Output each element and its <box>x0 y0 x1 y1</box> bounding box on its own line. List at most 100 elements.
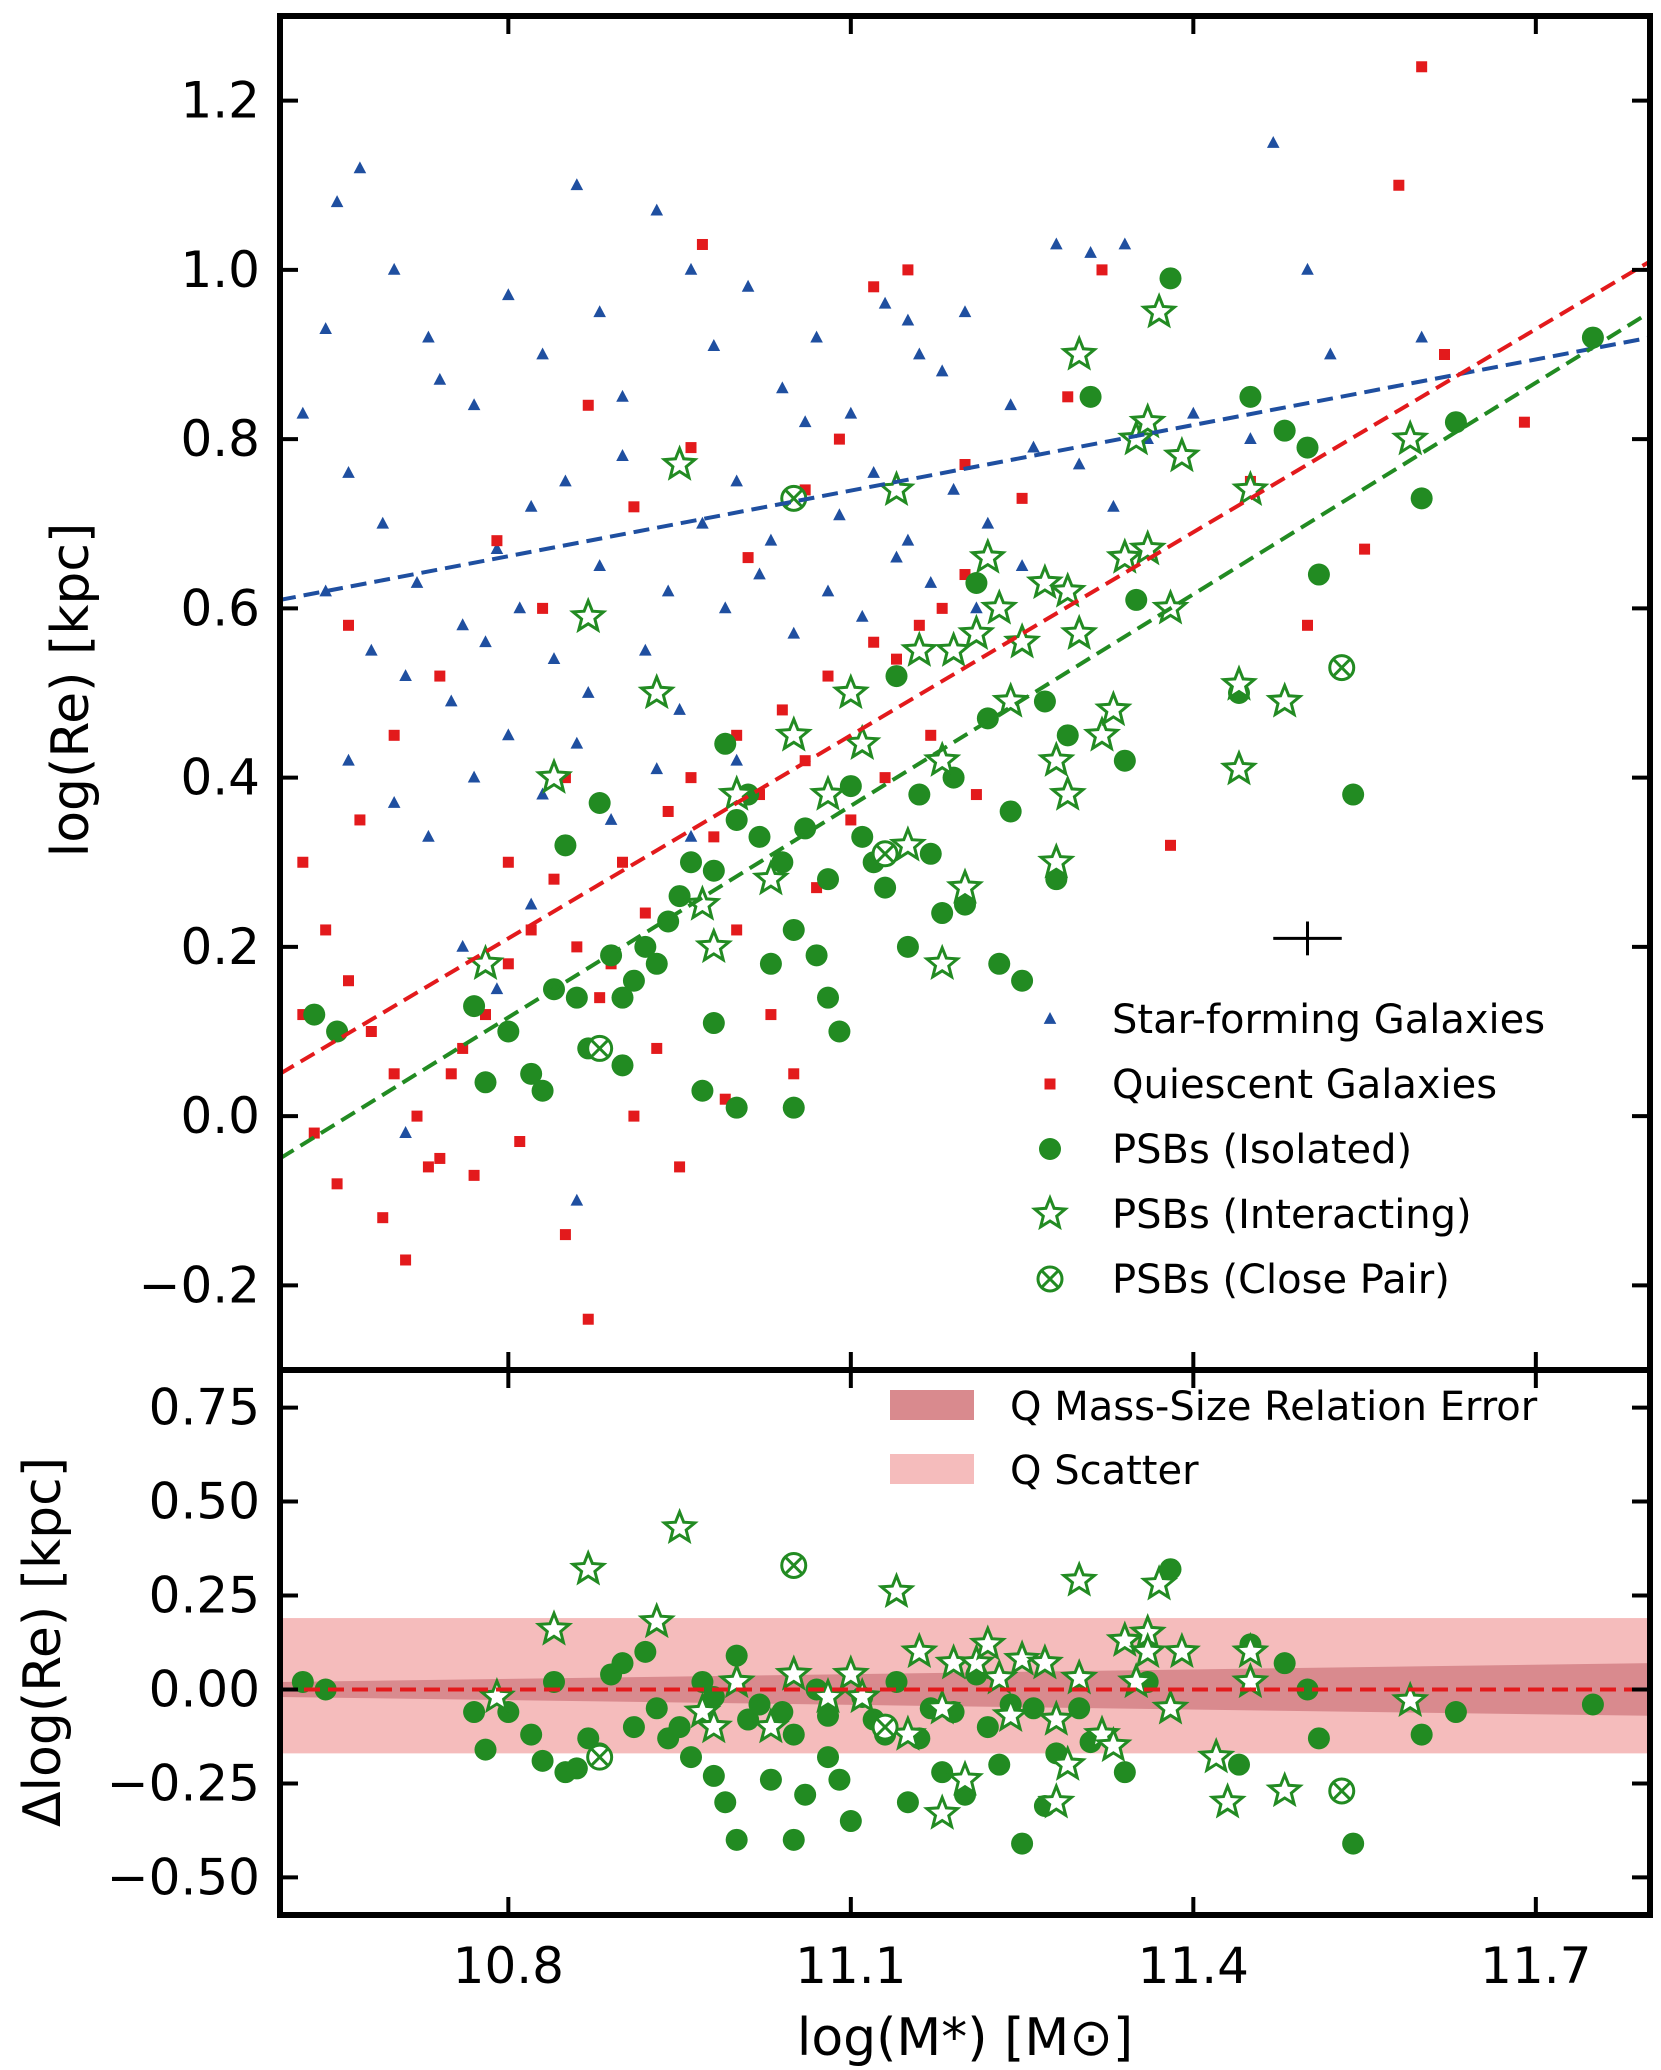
data-point <box>1105 1620 1144 1657</box>
data-point <box>965 571 988 594</box>
data-point <box>586 1743 614 1771</box>
data-point <box>867 465 880 478</box>
data-point <box>1118 237 1132 250</box>
data-point <box>958 305 972 318</box>
data-point <box>466 943 505 980</box>
data-point <box>604 812 618 825</box>
data-point <box>776 704 788 716</box>
data-point <box>731 729 743 741</box>
data-point <box>714 1791 737 1814</box>
data-point <box>343 619 354 631</box>
data-point <box>569 596 608 634</box>
data-point <box>480 1009 491 1021</box>
data-point <box>297 856 309 868</box>
y-tick-label: 0.75 <box>149 1379 260 1437</box>
data-point <box>467 398 481 411</box>
data-point <box>822 670 834 682</box>
data-point <box>586 1034 614 1062</box>
data-point <box>817 1746 839 1769</box>
data-point <box>782 1828 805 1851</box>
top-y-axis-label: log(Re) [kpc] <box>41 523 101 857</box>
y-tick-label: 0.0 <box>180 1087 260 1145</box>
data-point <box>843 723 882 760</box>
data-point <box>694 926 733 964</box>
data-point <box>683 884 722 921</box>
data-point <box>434 670 446 682</box>
data-point <box>331 1178 343 1190</box>
data-point <box>776 381 789 394</box>
data-point <box>923 1793 962 1830</box>
data-point <box>1342 1832 1365 1855</box>
data-point <box>1050 237 1063 250</box>
data-point <box>1128 1631 1167 1669</box>
data-point <box>569 1549 608 1586</box>
data-point <box>991 1695 1030 1732</box>
data-point <box>297 1009 309 1021</box>
data-point <box>1265 681 1304 718</box>
data-point <box>534 1609 574 1646</box>
data-point <box>968 1624 1007 1661</box>
data-point <box>957 613 996 650</box>
data-point <box>945 867 985 904</box>
data-point <box>474 1071 497 1094</box>
data-point <box>1011 969 1034 992</box>
data-point <box>593 559 606 571</box>
data-point <box>548 873 560 885</box>
data-point <box>1105 537 1144 574</box>
data-point <box>399 669 412 681</box>
data-point <box>1096 264 1108 276</box>
data-point <box>751 1707 790 1744</box>
data-point <box>1140 292 1179 329</box>
data-point <box>731 924 743 936</box>
legend-label: PSBs (Interacting) <box>1112 1192 1472 1238</box>
data-point <box>1113 749 1136 772</box>
data-point <box>1159 1558 1182 1581</box>
data-point <box>702 1012 725 1035</box>
data-point <box>976 1716 999 1739</box>
data-point <box>901 313 915 326</box>
data-point <box>980 588 1019 625</box>
data-point <box>680 1746 702 1769</box>
data-point <box>782 918 805 941</box>
data-point <box>1159 267 1182 290</box>
data-point <box>878 296 892 309</box>
data-point <box>685 772 697 784</box>
data-point <box>935 364 949 377</box>
data-point <box>1162 435 1201 473</box>
data-point <box>908 783 931 806</box>
data-point <box>874 876 897 899</box>
x-tick-label: 11.4 <box>1138 1937 1249 1995</box>
data-point <box>683 1691 722 1729</box>
data-point <box>1187 406 1200 419</box>
data-point <box>780 1551 808 1579</box>
data-point <box>661 584 675 597</box>
data-point <box>1094 689 1133 727</box>
bottom-panel: 10.8 11.1 11.4 11.7 −0.50 −0.25 0.00 0.25 0.50 0.… <box>107 1370 1650 1995</box>
data-point <box>668 885 691 908</box>
data-point <box>694 1707 733 1744</box>
data-point <box>798 415 812 428</box>
data-point <box>718 601 732 614</box>
data-point <box>839 1810 862 1833</box>
data-point <box>296 406 310 419</box>
data-point <box>399 1126 412 1138</box>
data-point <box>577 1727 600 1750</box>
data-point <box>502 288 515 301</box>
data-point <box>900 630 939 667</box>
data-point <box>765 1009 777 1021</box>
legend-marker <box>1036 1265 1064 1293</box>
data-point <box>1048 1744 1087 1781</box>
legend-label: Quiescent Galaxies <box>1112 1062 1497 1108</box>
data-point <box>885 665 908 688</box>
data-point <box>353 161 367 174</box>
data-point <box>387 796 401 808</box>
data-point <box>565 986 588 1009</box>
data-point <box>410 575 424 588</box>
fit-line-psb-fit <box>280 310 1650 1161</box>
data-point <box>845 814 857 826</box>
data-point <box>896 1791 919 1814</box>
data-point <box>456 618 469 631</box>
data-point <box>843 1676 882 1714</box>
data-point <box>879 772 891 784</box>
data-point <box>525 924 537 936</box>
